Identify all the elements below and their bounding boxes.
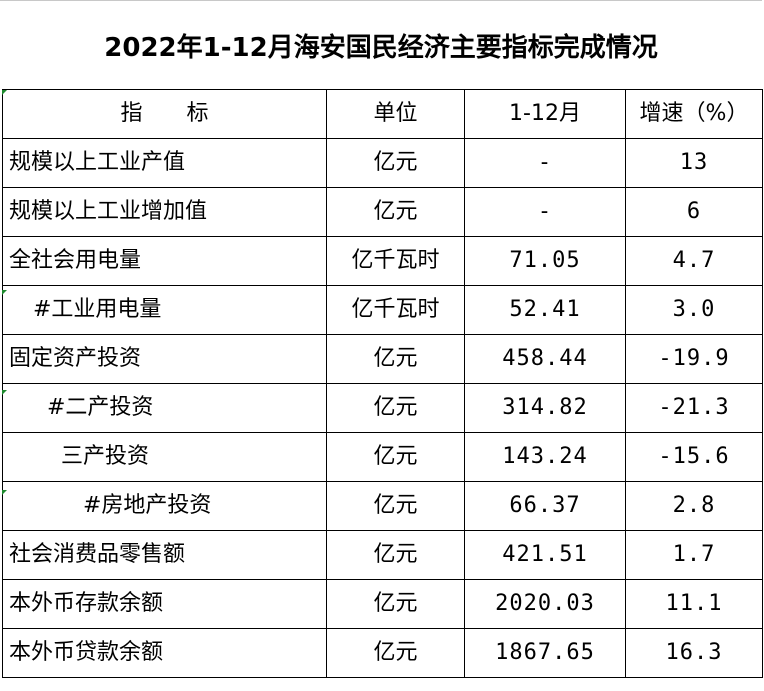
table-row: 固定资产投资 亿元 458.44 -19.9	[2, 334, 763, 384]
value-cell[interactable]: 314.82	[464, 383, 626, 433]
cell-marker-icon	[2, 290, 7, 295]
value-cell[interactable]: 2020.03	[464, 579, 626, 629]
title-cell[interactable]: 2022年1-12月海安国民经济主要指标完成情况	[0, 0, 762, 90]
unit-cell[interactable]: 亿元	[326, 628, 465, 678]
header-unit[interactable]: 单位	[326, 89, 465, 139]
table-row: 本外币贷款余额 亿元 1867.65 16.3	[2, 628, 763, 678]
growth-cell[interactable]: -21.3	[625, 383, 763, 433]
table-header-row: 指 标 单位 1-12月 增速（%）	[2, 89, 763, 139]
table-row: 三产投资 亿元 143.24 -15.6	[2, 432, 763, 482]
indicator-name-cell[interactable]: 规模以上工业增加值	[2, 187, 327, 237]
growth-cell[interactable]: -19.9	[625, 334, 763, 384]
table-row: 规模以上工业增加值 亿元 -6	[2, 187, 763, 237]
table-row: #二产投资 亿元 314.82 -21.3	[2, 383, 763, 433]
unit-cell[interactable]: 亿元	[326, 432, 465, 482]
header-indicator[interactable]: 指 标	[2, 89, 327, 139]
cell-marker-icon	[2, 490, 7, 495]
value-cell[interactable]: 66.37	[464, 481, 626, 531]
indicator-name-cell[interactable]: 固定资产投资	[2, 334, 327, 384]
indicator-table: 指 标 单位 1-12月 增速（%） 规模以上工业产值 亿元 -13 规模以上工业增加…	[2, 89, 763, 678]
growth-cell[interactable]: 3.0	[625, 285, 763, 335]
value-cell[interactable]: -	[464, 138, 626, 188]
value-cell[interactable]: 143.24	[464, 432, 626, 482]
indicator-name-cell[interactable]: 本外币存款余额	[2, 579, 327, 629]
growth-cell[interactable]: 4.7	[625, 236, 763, 286]
table-row: 全社会用电量 亿千瓦时 71.05 4.7	[2, 236, 763, 286]
unit-cell[interactable]: 亿元	[326, 383, 465, 433]
header-period[interactable]: 1-12月	[464, 89, 626, 139]
unit-cell[interactable]: 亿元	[326, 187, 465, 237]
growth-cell[interactable]: 2.8	[625, 481, 763, 531]
value-cell[interactable]: 71.05	[464, 236, 626, 286]
unit-cell[interactable]: 亿元	[326, 138, 465, 188]
value-cell[interactable]: 52.41	[464, 285, 626, 335]
unit-cell[interactable]: 亿元	[326, 579, 465, 629]
growth-cell[interactable]: -15.6	[625, 432, 763, 482]
indicator-name-cell[interactable]: 本外币贷款余额	[2, 628, 327, 678]
value-cell[interactable]: -	[464, 187, 626, 237]
indicator-name-cell[interactable]: #工业用电量	[2, 285, 327, 335]
table-row: 规模以上工业产值 亿元 -13	[2, 138, 763, 188]
growth-cell[interactable]: 6	[625, 187, 763, 237]
indicator-name-cell[interactable]: 全社会用电量	[2, 236, 327, 286]
unit-cell[interactable]: 亿元	[326, 481, 465, 531]
table-row: 本外币存款余额 亿元 2020.03 11.1	[2, 579, 763, 629]
indicator-name-cell[interactable]: 三产投资	[2, 432, 327, 482]
indicator-name-cell[interactable]: #房地产投资	[2, 481, 327, 531]
cell-marker-icon	[2, 90, 7, 95]
growth-cell[interactable]: 16.3	[625, 628, 763, 678]
indicator-name-cell[interactable]: 社会消费品零售额	[2, 530, 327, 580]
header-growth[interactable]: 增速（%）	[625, 89, 763, 139]
unit-cell[interactable]: 亿千瓦时	[326, 236, 465, 286]
value-cell[interactable]: 1867.65	[464, 628, 626, 678]
indicator-name-cell[interactable]: 规模以上工业产值	[2, 138, 327, 188]
value-cell[interactable]: 458.44	[464, 334, 626, 384]
value-cell[interactable]: 421.51	[464, 530, 626, 580]
table-row: 社会消费品零售额 亿元 421.51 1.7	[2, 530, 763, 580]
page-title: 2022年1-12月海安国民经济主要指标完成情况	[104, 33, 658, 63]
growth-cell[interactable]: 13	[625, 138, 763, 188]
unit-cell[interactable]: 亿千瓦时	[326, 285, 465, 335]
unit-cell[interactable]: 亿元	[326, 334, 465, 384]
growth-cell[interactable]: 1.7	[625, 530, 763, 580]
indicator-name-cell[interactable]: #二产投资	[2, 383, 327, 433]
table-row: #工业用电量 亿千瓦时 52.41 3.0	[2, 285, 763, 335]
unit-cell[interactable]: 亿元	[326, 530, 465, 580]
table-row: #房地产投资 亿元 66.37 2.8	[2, 481, 763, 531]
cell-marker-icon	[2, 390, 7, 395]
growth-cell[interactable]: 11.1	[625, 579, 763, 629]
